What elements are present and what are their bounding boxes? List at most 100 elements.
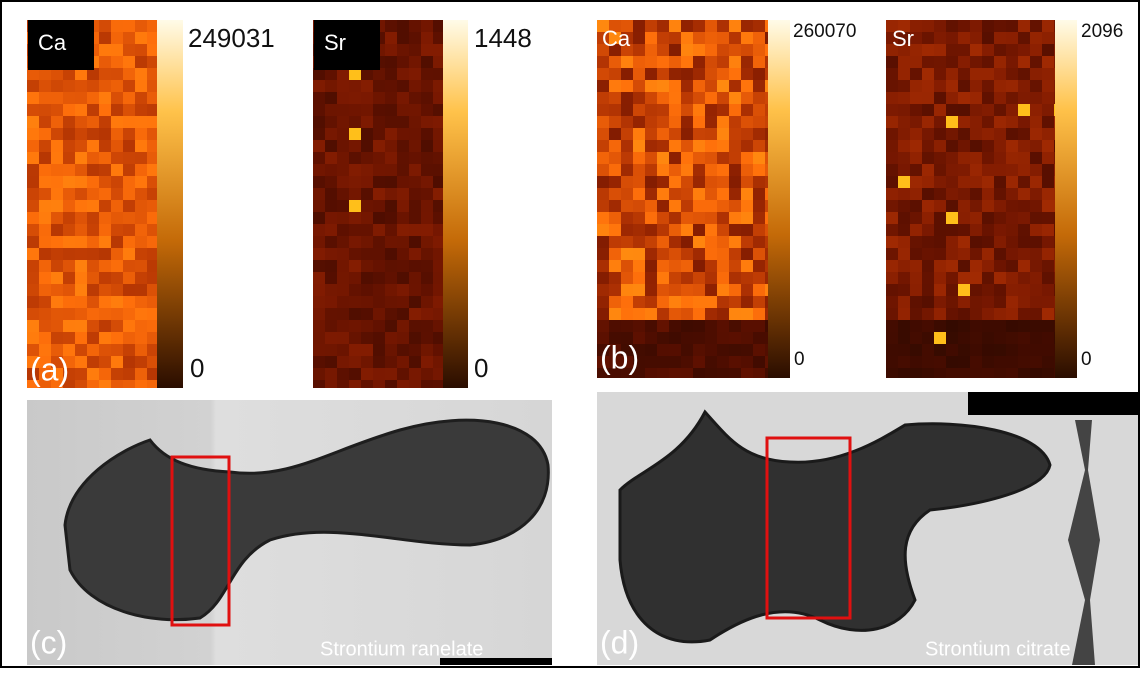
map-pixel [922, 104, 934, 116]
map-pixel [717, 212, 729, 224]
map-pixel [337, 236, 349, 248]
map-pixel [39, 128, 51, 140]
map-pixel [681, 296, 693, 308]
map-pixel [409, 272, 421, 284]
map-pixel [886, 152, 898, 164]
map-pixel [970, 236, 982, 248]
map-pixel [421, 308, 433, 320]
map-pixel [385, 212, 397, 224]
map-pixel [397, 212, 409, 224]
map-pixel [982, 80, 994, 92]
map-pixel [99, 248, 111, 260]
map-pixel [597, 308, 609, 320]
map-pixel [681, 356, 693, 368]
map-pixel [609, 56, 621, 68]
map-pixel [1030, 188, 1042, 200]
map-pixel [958, 260, 970, 272]
map-pixel [1042, 44, 1054, 56]
map-pixel [1018, 356, 1030, 368]
map-pixel [597, 152, 609, 164]
map-pixel [669, 332, 681, 344]
map-pixel [922, 368, 934, 378]
map-pixel [729, 152, 741, 164]
map-pixel [27, 164, 39, 176]
map-pixel [361, 356, 373, 368]
panel-label: (d) [600, 624, 639, 660]
map-pixel [898, 296, 910, 308]
map-pixel [994, 92, 1006, 104]
map-pixel [1030, 212, 1042, 224]
map-pixel [705, 80, 717, 92]
map-pixel [765, 188, 768, 200]
map-pixel [681, 164, 693, 176]
map-pixel [87, 80, 99, 92]
map-pixel [325, 260, 337, 272]
map-pixel [373, 236, 385, 248]
map-pixel [633, 188, 645, 200]
map-pixel [135, 164, 147, 176]
map-pixel [669, 68, 681, 80]
map-pixel [433, 116, 443, 128]
map-pixel [970, 368, 982, 378]
map-pixel [313, 92, 325, 104]
map-pixel [922, 344, 934, 356]
map-pixel [934, 224, 946, 236]
map-pixel [741, 236, 753, 248]
map-pixel [1006, 248, 1018, 260]
map-pixel [657, 104, 669, 116]
map-pixel [741, 320, 753, 332]
map-pixel [753, 92, 765, 104]
map-pixel [741, 284, 753, 296]
map-pixel [27, 284, 39, 296]
map-pixel [934, 248, 946, 260]
map-pixel [87, 140, 99, 152]
map-pixel [922, 128, 934, 140]
map-pixel [75, 284, 87, 296]
map-pixel [1054, 344, 1055, 356]
map-pixel [681, 128, 693, 140]
map-pixel [633, 200, 645, 212]
map-pixel [325, 92, 337, 104]
map-pixel [946, 272, 958, 284]
map-pixel [51, 140, 63, 152]
map-pixel [958, 368, 970, 378]
map-pixel [681, 200, 693, 212]
map-pixel [373, 248, 385, 260]
map-pixel [946, 80, 958, 92]
map-pixel [970, 332, 982, 344]
element-label: Sr [892, 26, 914, 51]
map-pixel [934, 44, 946, 56]
map-pixel [898, 188, 910, 200]
map-pixel [63, 140, 75, 152]
map-pixel [982, 152, 994, 164]
map-pixel [87, 272, 99, 284]
map-pixel [609, 80, 621, 92]
map-pixel [313, 260, 325, 272]
map-pixel [75, 140, 87, 152]
map-pixel [1054, 104, 1055, 116]
map-pixel [1006, 104, 1018, 116]
map-pixel [597, 320, 609, 332]
map-pixel [645, 344, 657, 356]
map-pixel [385, 356, 397, 368]
map-pixel [982, 188, 994, 200]
map-pixel [1006, 20, 1018, 32]
map-pixel [385, 308, 397, 320]
map-pixel [421, 368, 433, 380]
map-pixel [147, 68, 157, 80]
map-pixel [87, 104, 99, 116]
map-pixel [135, 224, 147, 236]
map-pixel [982, 44, 994, 56]
map-pixel [373, 152, 385, 164]
map-pixel [385, 80, 397, 92]
map-pixel [657, 200, 669, 212]
map-pixel [657, 152, 669, 164]
map-pixel [898, 224, 910, 236]
map-pixel [123, 164, 135, 176]
map-pixel [645, 128, 657, 140]
map-pixel [994, 104, 1006, 116]
map-pixel [922, 20, 934, 32]
map-pixel [681, 92, 693, 104]
map-pixel [1054, 152, 1055, 164]
map-pixel [753, 284, 765, 296]
